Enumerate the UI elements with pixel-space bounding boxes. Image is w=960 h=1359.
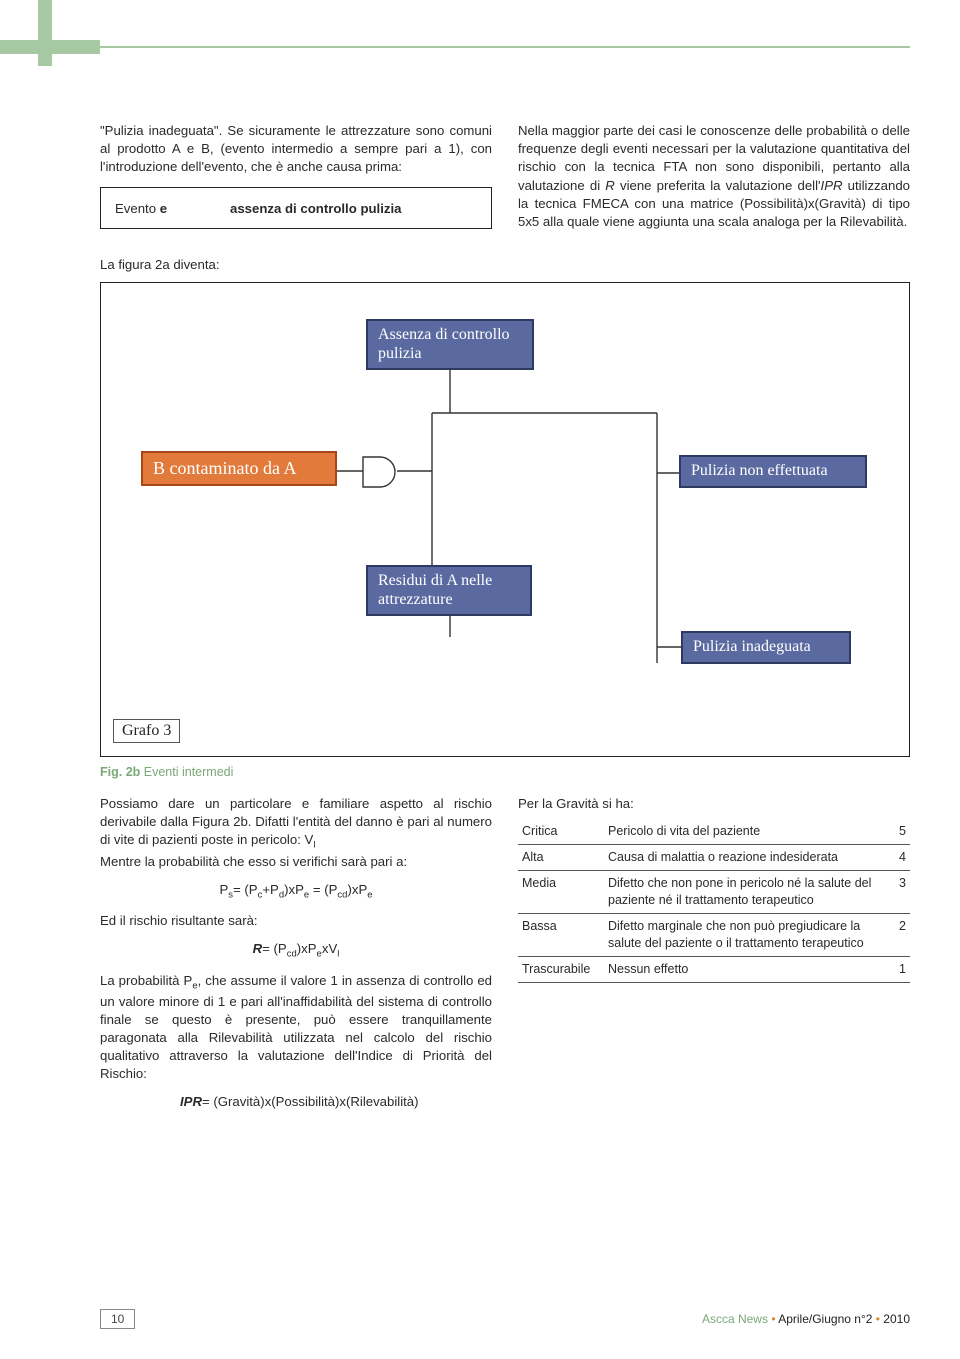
- gravity-row: AltaCausa di malattia o reazione indesid…: [518, 845, 910, 871]
- decor-cross-vert: [38, 0, 52, 66]
- fig2b-caption: Fig. 2b Eventi intermedi: [100, 765, 910, 779]
- gravity-table: CriticaPericolo di vita del paziente5Alt…: [518, 819, 910, 983]
- diagram-graph-label: Grafo 3: [113, 719, 180, 743]
- gravity-row: CriticaPericolo di vita del paziente5: [518, 819, 910, 845]
- diagram-node-n1: Assenza di controllopulizia: [366, 319, 534, 370]
- footer-right: Ascca News • Aprile/Giugno n°2 • 2010: [702, 1312, 910, 1326]
- lower-p2: Ed il rischio risultante sarà:: [100, 912, 492, 930]
- diagram-node-n4: Residui di A nelleattrezzature: [366, 565, 532, 616]
- event-label: Evento e: [115, 200, 230, 218]
- gravity-row: MediaDifetto che non pone in pericolo né…: [518, 871, 910, 914]
- event-box: Evento e assenza di controllo pulizia: [100, 187, 492, 229]
- formula-ipr: IPR= (Gravità)x(Possibilità)x(Rilevabili…: [100, 1093, 492, 1111]
- page-number: 10: [100, 1309, 135, 1329]
- gravity-heading: Per la Gravità si ha:: [518, 795, 910, 813]
- event-value: assenza di controllo pulizia: [230, 200, 401, 218]
- diagram-node-n3: Pulizia non effettuata: [679, 455, 867, 487]
- lower-p3: La probabilità Pe, che assume il valore …: [100, 972, 492, 1083]
- top-rule: [100, 46, 910, 48]
- formula-ps: Ps= (Pc+Pd)xPe = (Pcd)xPe: [100, 881, 492, 903]
- gravity-row: TrascurabileNessun effetto1: [518, 957, 910, 983]
- diagram-node-n2: B contaminato da A: [141, 451, 337, 486]
- diagram-node-n5: Pulizia inadeguata: [681, 631, 851, 663]
- top-right-paragraph: Nella maggior parte dei casi le conoscen…: [518, 122, 910, 231]
- formula-r: R= (Pcd)xPexVl: [100, 940, 492, 962]
- lower-p1: Possiamo dare un particolare e familiare…: [100, 795, 492, 870]
- top-left-paragraph: "Pulizia inadeguata". Se sicuramente le …: [100, 122, 492, 177]
- gravity-row: BassaDifetto marginale che non può pregi…: [518, 914, 910, 957]
- caption-2a: La figura 2a diventa:: [100, 257, 910, 272]
- decor-cross-horz: [0, 40, 100, 54]
- diagram-frame: Assenza di controllopulizia B contaminato…: [100, 282, 910, 757]
